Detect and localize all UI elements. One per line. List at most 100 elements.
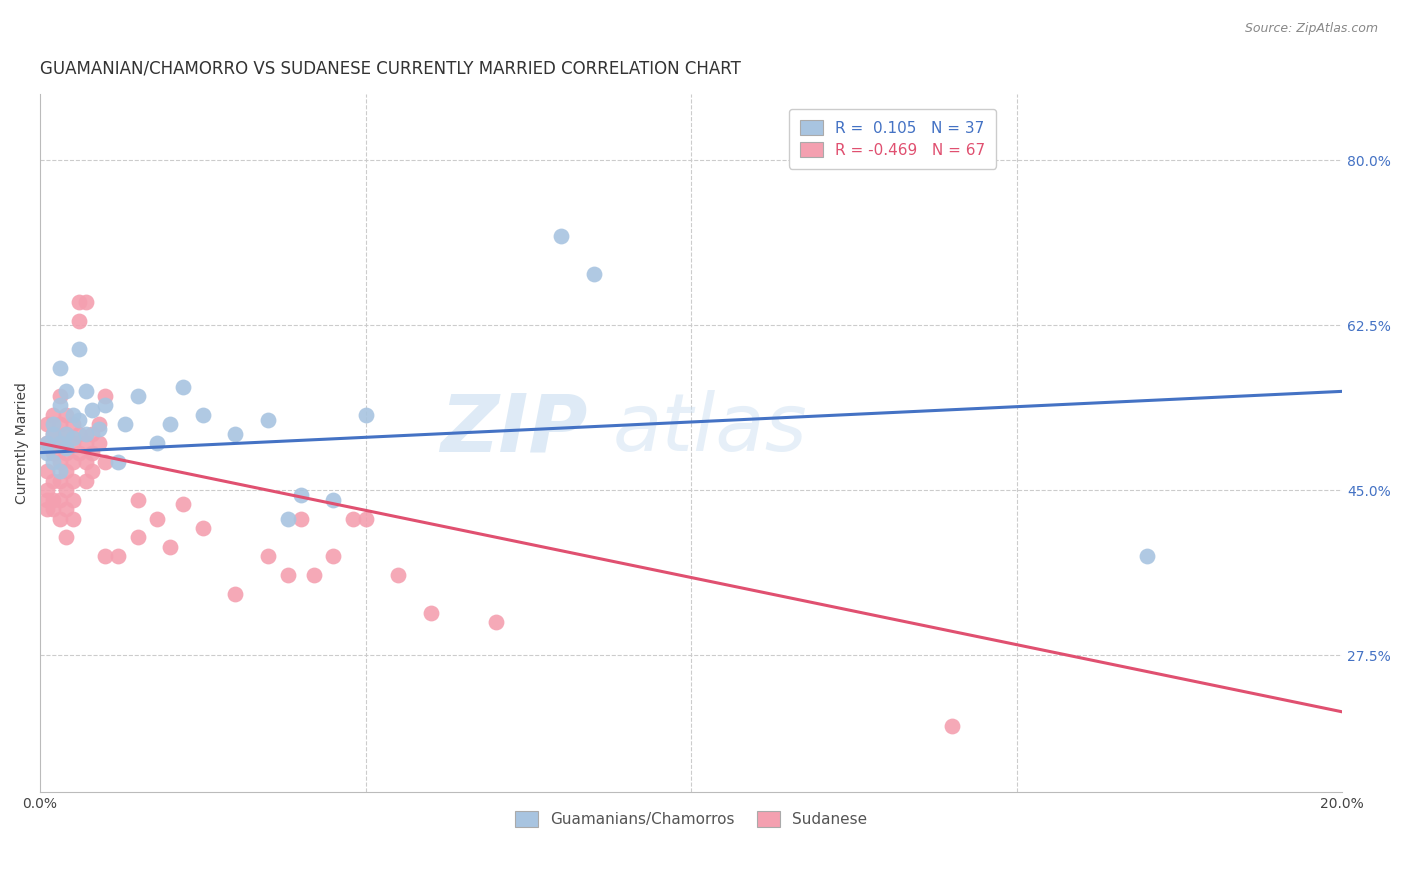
Point xyxy=(94,549,117,564)
Point xyxy=(146,436,169,450)
Point xyxy=(87,422,110,436)
Point xyxy=(82,465,104,479)
Point xyxy=(159,417,181,432)
Point xyxy=(35,436,58,450)
Point xyxy=(354,511,377,525)
Point xyxy=(159,540,181,554)
Point xyxy=(485,615,508,630)
Point xyxy=(62,492,84,507)
Point xyxy=(290,511,312,525)
Point xyxy=(67,426,90,441)
Point xyxy=(67,294,90,309)
Point xyxy=(62,417,84,432)
Point xyxy=(55,502,77,516)
Point xyxy=(290,488,312,502)
Point xyxy=(48,455,70,469)
Point xyxy=(191,408,214,422)
Point xyxy=(87,417,110,432)
Point xyxy=(191,521,214,535)
Point xyxy=(75,426,97,441)
Point xyxy=(48,389,70,403)
Point xyxy=(55,384,77,399)
Point xyxy=(42,408,65,422)
Point xyxy=(82,426,104,441)
Point xyxy=(75,474,97,488)
Point xyxy=(387,568,409,582)
Point xyxy=(146,511,169,525)
Point xyxy=(114,417,136,432)
Point xyxy=(48,492,70,507)
Y-axis label: Currently Married: Currently Married xyxy=(15,383,30,504)
Point xyxy=(42,474,65,488)
Point xyxy=(42,445,65,459)
Point xyxy=(127,389,149,403)
Point xyxy=(42,417,65,432)
Point xyxy=(35,483,58,498)
Point xyxy=(107,455,129,469)
Point xyxy=(342,511,364,525)
Text: Source: ZipAtlas.com: Source: ZipAtlas.com xyxy=(1244,22,1378,36)
Point xyxy=(35,436,58,450)
Point xyxy=(48,465,70,479)
Point xyxy=(127,492,149,507)
Point xyxy=(55,465,77,479)
Point xyxy=(48,474,70,488)
Point xyxy=(322,549,344,564)
Point xyxy=(94,389,117,403)
Point xyxy=(75,436,97,450)
Point xyxy=(94,455,117,469)
Point xyxy=(55,426,77,441)
Point xyxy=(224,587,246,601)
Legend: Guamanians/Chamorros, Sudanese: Guamanians/Chamorros, Sudanese xyxy=(509,805,873,833)
Point xyxy=(42,455,65,469)
Point xyxy=(75,455,97,469)
Point xyxy=(42,502,65,516)
Point xyxy=(276,568,298,582)
Point xyxy=(82,445,104,459)
Point xyxy=(67,445,90,459)
Point xyxy=(48,436,70,450)
Point xyxy=(55,483,77,498)
Point xyxy=(48,511,70,525)
Point xyxy=(1136,549,1159,564)
Point xyxy=(62,511,84,525)
Point xyxy=(67,412,90,426)
Point xyxy=(67,342,90,356)
Point xyxy=(55,531,77,545)
Text: GUAMANIAN/CHAMORRO VS SUDANESE CURRENTLY MARRIED CORRELATION CHART: GUAMANIAN/CHAMORRO VS SUDANESE CURRENTLY… xyxy=(41,60,741,78)
Point xyxy=(55,426,77,441)
Point xyxy=(62,432,84,446)
Point xyxy=(127,531,149,545)
Point xyxy=(42,426,65,441)
Point xyxy=(302,568,325,582)
Point xyxy=(48,417,70,432)
Text: ZIP: ZIP xyxy=(440,390,588,468)
Point xyxy=(75,384,97,399)
Point xyxy=(62,436,84,450)
Point xyxy=(42,492,65,507)
Point xyxy=(35,445,58,459)
Point xyxy=(55,408,77,422)
Point xyxy=(35,492,58,507)
Point xyxy=(419,606,441,620)
Point xyxy=(62,408,84,422)
Point xyxy=(257,549,280,564)
Point xyxy=(48,399,70,413)
Point xyxy=(35,502,58,516)
Point xyxy=(42,426,65,441)
Point xyxy=(35,465,58,479)
Point xyxy=(35,417,58,432)
Point xyxy=(55,445,77,459)
Point xyxy=(48,360,70,375)
Point xyxy=(67,313,90,327)
Point xyxy=(94,399,117,413)
Point xyxy=(87,436,110,450)
Point xyxy=(82,403,104,417)
Point xyxy=(550,228,572,243)
Point xyxy=(62,474,84,488)
Point xyxy=(941,719,963,733)
Point xyxy=(55,441,77,455)
Point xyxy=(322,492,344,507)
Point xyxy=(354,408,377,422)
Point xyxy=(224,426,246,441)
